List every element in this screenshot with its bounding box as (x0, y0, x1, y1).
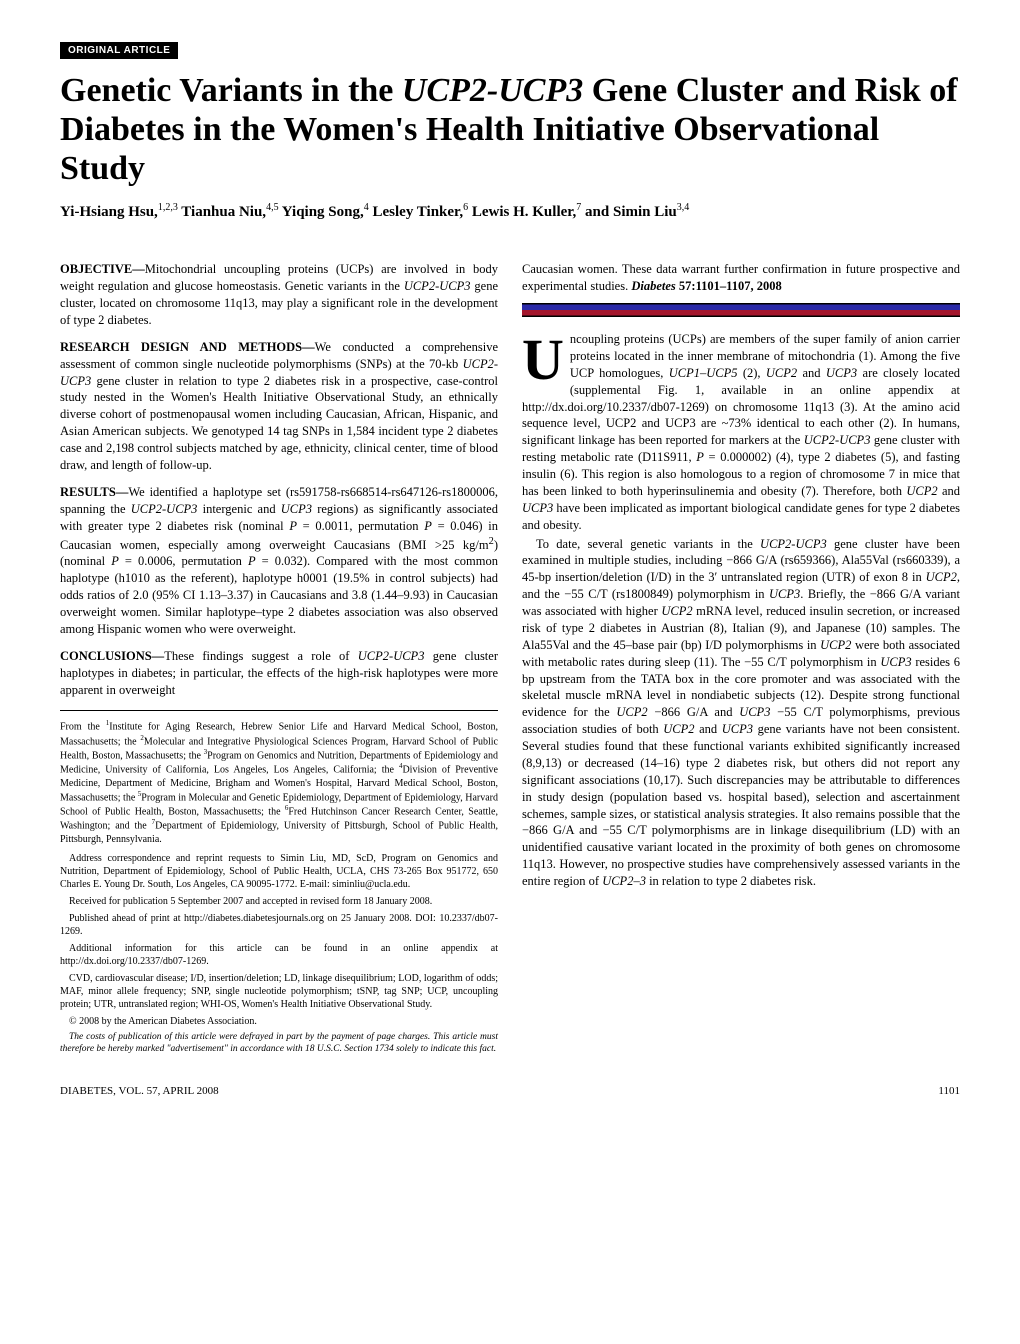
copyright-line: © 2008 by the American Diabetes Associat… (60, 1015, 498, 1028)
abstract-conclusions: CONCLUSIONS—These findings suggest a rol… (60, 648, 498, 699)
right-column: Caucasian women. These data warrant furt… (522, 261, 960, 1055)
color-divider-bar (522, 303, 960, 317)
title-pre: Genetic Variants in the (60, 72, 402, 109)
body-paragraph-1: Uncoupling proteins (UCPs) are members o… (522, 331, 960, 534)
received-line: Received for publication 5 September 200… (60, 895, 498, 908)
correspondence: Address correspondence and reprint reque… (60, 852, 498, 891)
abbreviations: CVD, cardiovascular disease; I/D, insert… (60, 972, 498, 1011)
authors-line: Yi-Hsiang Hsu,1,2,3 Tianhua Niu,4,5 Yiqi… (60, 202, 960, 221)
page-charges-note: The costs of publication of this article… (60, 1032, 498, 1056)
section-label: ORIGINAL ARTICLE (60, 42, 178, 59)
footer-right: 1101 (938, 1085, 960, 1097)
footnote-divider (60, 710, 498, 711)
left-column: OBJECTIVE—Mitochondrial uncoupling prote… (60, 261, 498, 1055)
additional-info: Additional information for this article … (60, 942, 498, 968)
design-text: We conducted a comprehensive assessment … (60, 340, 498, 472)
title-gene: UCP2-UCP3 (402, 72, 583, 109)
abstract-design: RESEARCH DESIGN AND METHODS—We conducted… (60, 339, 498, 474)
footer-left: DIABETES, VOL. 57, APRIL 2008 (60, 1085, 219, 1097)
abstract-objective: OBJECTIVE—Mitochondrial uncoupling prote… (60, 261, 498, 329)
published-line: Published ahead of print at http://diabe… (60, 912, 498, 938)
page-footer: DIABETES, VOL. 57, APRIL 2008 1101 (60, 1085, 960, 1097)
affiliations: From the 1Institute for Aging Research, … (60, 719, 498, 845)
results-text: We identified a haplotype set (rs591758-… (60, 485, 498, 636)
abstract-tail-and-citation: Caucasian women. These data warrant furt… (522, 261, 960, 295)
two-column-body: OBJECTIVE—Mitochondrial uncoupling prote… (60, 261, 960, 1055)
body-paragraph-2: To date, several genetic variants in the… (522, 536, 960, 890)
abstract-results: RESULTS—We identified a haplotype set (r… (60, 484, 498, 638)
article-title: Genetic Variants in the UCP2-UCP3 Gene C… (60, 71, 960, 188)
dropcap-letter: U (522, 331, 570, 384)
para1-text: ncoupling proteins (UCPs) are members of… (522, 332, 960, 532)
